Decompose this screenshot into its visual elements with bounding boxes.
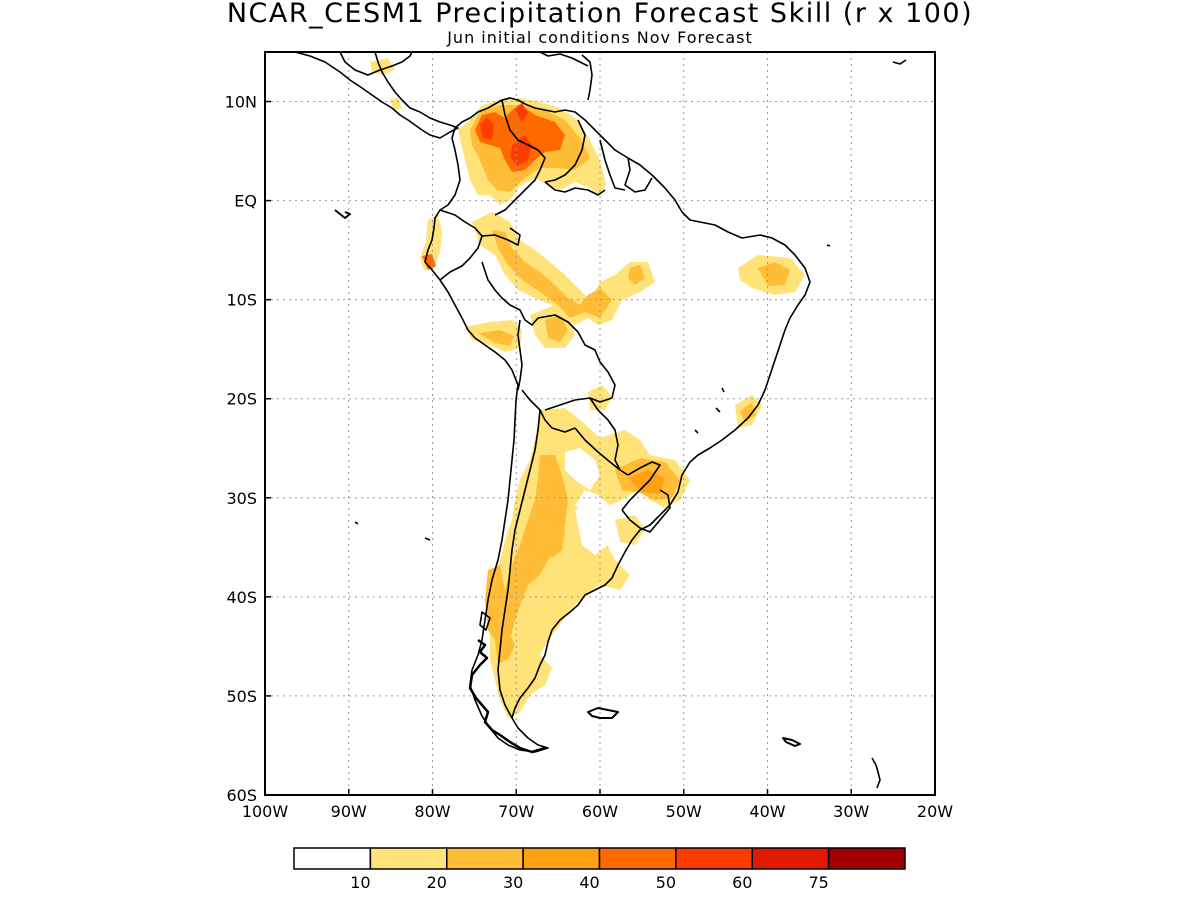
border-bolivia-brazil [537, 314, 616, 399]
border-uruguay [621, 489, 671, 533]
border-peru-brazil [481, 261, 539, 326]
coastline-patagonia-islands [468, 638, 546, 754]
coastlines [294, 52, 907, 789]
coastline-caribbean-east [581, 54, 593, 101]
shade-region-south-inner [495, 455, 568, 665]
shade-region-north-core4 [515, 103, 528, 122]
shade-region-south-hole1 [565, 448, 600, 490]
tick-label-lon: 100W [242, 802, 289, 821]
coastline-chiloe [479, 611, 491, 631]
coastline-central-america-north [339, 52, 413, 76]
tick-label-lon: 70W [498, 802, 534, 821]
coastline-central-america [294, 52, 459, 139]
tick-label-lat: 60S [226, 786, 257, 805]
skill-field [370, 58, 805, 718]
tick-label-lon: 40W [749, 802, 785, 821]
border-bolivia-paraguay [544, 397, 613, 411]
shade-region-bolivia-inner [545, 315, 568, 342]
colorbar-label: 75 [808, 873, 828, 892]
shade-region-patagonia [502, 650, 535, 715]
border-venezuela-guyana [544, 119, 586, 183]
border-suriname-guiana [624, 157, 653, 193]
coastline-falklands [587, 707, 619, 719]
tick-label-lat: 40S [226, 588, 257, 607]
gridlines [265, 52, 935, 795]
tick-label-lon: 50W [666, 802, 702, 821]
shade-region-panama [390, 98, 402, 110]
colorbar-label: 30 [503, 873, 523, 892]
tick-label-lat: 10S [226, 291, 257, 310]
shade-region-uruguay-core [628, 470, 665, 494]
colorbar-swatch [675, 847, 753, 870]
axis-ticks: 100W 90W 80W 70W 60W 50W 40W 30W 20W 10N EQ 10S 20S 3… [225, 93, 954, 821]
colorbar-swatch [446, 847, 524, 870]
coastline-antilles [892, 59, 907, 65]
tick-label-lat: 50S [226, 687, 257, 706]
coastline-galapagos [334, 209, 351, 219]
tick-label-lat: EQ [234, 192, 257, 211]
shade-region-south-hole2 [575, 505, 610, 555]
shade-region-amazon-dot [628, 265, 645, 285]
border-paraguay-argentina [574, 427, 621, 471]
border-peru-bolivia [517, 319, 523, 391]
border-chile-argentina [497, 409, 541, 719]
shade-region-amazon [472, 212, 655, 325]
coastline-juan-fernandez [354, 521, 431, 541]
border-colombia-venezuela [494, 99, 546, 216]
border-brazil-venezuela [544, 181, 606, 196]
coastline-caribbean-islands [539, 52, 589, 67]
shade-region-peru-inner [478, 330, 514, 346]
border-argentina-brazil [621, 461, 661, 511]
shade-region-ne-brazil-inner [758, 262, 790, 286]
tick-label-lon: 90W [331, 802, 367, 821]
coastline-south-georgia [782, 737, 801, 747]
tick-label-lat: 20S [226, 390, 257, 409]
colorbar-label: 60 [732, 873, 752, 892]
coastline-south-sandwich [871, 757, 881, 789]
colorbar-swatch [751, 847, 830, 870]
shade-region-north-core1 [475, 104, 565, 172]
colorbar-swatch [369, 847, 448, 870]
shade-region-north-core3 [510, 135, 532, 166]
colorbar-label: 50 [656, 873, 676, 892]
chart-subtitle: Jun initial conditions Nov Forecast [447, 28, 753, 47]
coastline-noronha [826, 244, 831, 247]
border-bolivia-chile-argentina [521, 389, 576, 433]
colorbar-label: 40 [579, 873, 599, 892]
shade-region-north-core2 [480, 117, 494, 140]
colorbar-swatch [293, 847, 372, 870]
shade-region-chile-south [485, 565, 505, 640]
tick-label-lon: 20W [917, 802, 953, 821]
tick-label-lon: 60W [582, 802, 618, 821]
border-ecuador-peru [439, 209, 483, 281]
shade-region-south-core [545, 520, 565, 558]
colorbar-swatch [598, 847, 677, 870]
colorbar: 10 20 30 40 50 60 75 [293, 847, 906, 892]
colorbar-swatch [827, 847, 906, 870]
shade-region-se-brazil-inner [740, 402, 756, 422]
coastline-south-america [424, 97, 811, 753]
tick-label-lat: 10N [225, 93, 257, 112]
border-guyana-suriname [599, 139, 626, 191]
tick-label-lon: 80W [414, 802, 450, 821]
shade-region-pampas [615, 515, 645, 545]
border-colombia-peru-brazil [481, 227, 521, 246]
tick-label-lon: 30W [833, 802, 869, 821]
chart-title: NCAR_CESM1 Precipitation Forecast Skill … [226, 0, 974, 29]
tick-label-lat: 30S [226, 489, 257, 508]
colorbar-label: 20 [427, 873, 447, 892]
colorbar-swatch [522, 847, 601, 870]
coastline-trindade [694, 387, 725, 434]
colorbar-label: 10 [350, 873, 370, 892]
